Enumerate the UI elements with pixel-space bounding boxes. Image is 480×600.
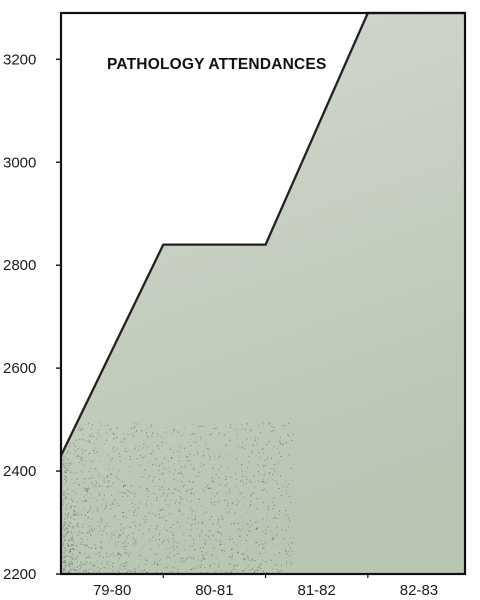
- x-axis-ticks: 79-80 80-81 81-82 82-83: [93, 574, 438, 599]
- y-tick-label: 2400: [3, 463, 36, 480]
- x-tick-label: 81-82: [298, 582, 336, 599]
- x-tick-label: 80-81: [195, 582, 233, 599]
- y-tick-label: 3000: [3, 154, 36, 171]
- y-tick-label: 2200: [3, 566, 36, 583]
- area-stipple-texture: [63, 422, 294, 574]
- area-fill-group: [61, 13, 465, 574]
- plot-frame: [59, 11, 467, 576]
- x-tick-label: 79-80: [93, 582, 131, 599]
- y-tick-label: 2800: [3, 257, 36, 274]
- chart-title: PATHOLOGY ATTENDANCES: [107, 56, 326, 73]
- y-axis-ticks: 2200 2400 2600 2800 3000 3200: [3, 51, 61, 583]
- y-tick-label: 3200: [3, 51, 36, 68]
- area-fill: [61, 13, 465, 574]
- x-tick-label: 82-83: [400, 582, 438, 599]
- y-tick-label: 2600: [3, 360, 36, 377]
